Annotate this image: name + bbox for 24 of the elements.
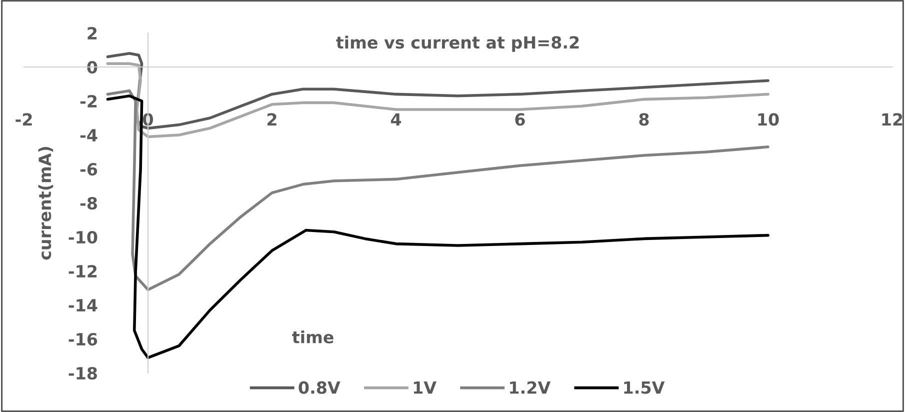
y-tick-label: -14 (68, 299, 98, 312)
legend-label: 1V (414, 381, 436, 394)
x-tick-label: 6 (515, 113, 525, 126)
x-tick-label: 10 (758, 113, 779, 126)
x-tick-label: 12 (882, 113, 902, 126)
x-axis-title: time (292, 330, 334, 344)
y-axis-title: current(mA) (38, 147, 54, 260)
legend-label: 1.2V (510, 381, 551, 394)
x-tick-label: 2 (268, 113, 276, 126)
y-tick-label: -10 (68, 230, 98, 244)
chart-title: time vs current at pH=8.2 (336, 36, 579, 52)
y-tick-label: -8 (80, 196, 97, 210)
y-tick-label: -12 (68, 264, 97, 278)
legend-label: 0.8V (298, 381, 340, 394)
y-tick-label: -4 (80, 129, 98, 142)
y-tick-label: -18 (68, 366, 97, 380)
y-tick-label: -16 (68, 332, 98, 346)
y-tick-label: -2 (80, 94, 97, 108)
x-tick-label: 8 (639, 113, 649, 126)
legend-label: 1.5V (624, 381, 665, 394)
y-tick-label: 2 (88, 26, 97, 40)
x-tick-label: -2 (16, 113, 32, 126)
y-tick-label: -6 (80, 162, 98, 176)
x-tick-label: 4 (390, 113, 402, 126)
